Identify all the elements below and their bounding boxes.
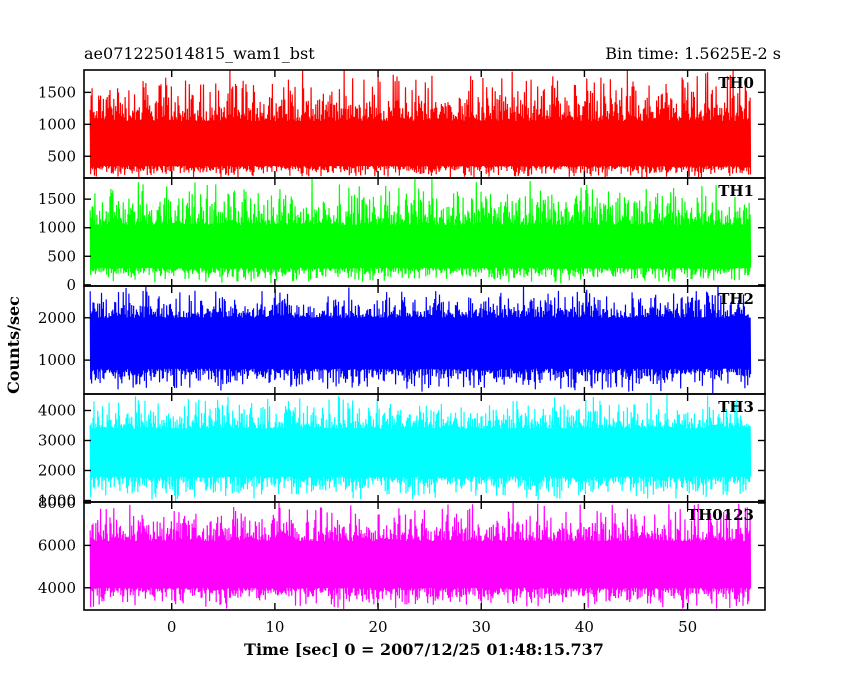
- x-tick-label: 20: [369, 618, 388, 636]
- panel-th3: 1000 2000 3000 4000 TH3: [38, 393, 766, 510]
- y-tick-label: 1500: [38, 190, 76, 208]
- x-tick-label: 0: [167, 618, 177, 636]
- panel-label-th0123: TH0123: [687, 506, 754, 524]
- chart-title-right: Bin time: 1.5625E-2 s: [605, 44, 781, 63]
- series-th0-band: [90, 121, 751, 166]
- panel-th1: 0 500 1000 1500 TH1: [38, 177, 766, 294]
- y-tick-label: 500: [47, 247, 76, 265]
- y-tick-label: 1000: [38, 219, 76, 237]
- y-tick-label: 6000: [38, 536, 76, 554]
- y-tick-label: 0: [66, 276, 76, 294]
- y-tick-label: 1000: [38, 115, 76, 133]
- y-tick-label: 1000: [38, 492, 76, 510]
- y-tick-label: 8000: [38, 494, 76, 512]
- y-tick-label: 1500: [38, 83, 76, 101]
- panel-th0: 500 1000 1500 TH0: [38, 69, 766, 179]
- x-tick-label: 30: [472, 618, 491, 636]
- series-th1-band: [90, 224, 751, 268]
- panel-th0123: 4000 6000 8000 TH0123: [38, 494, 766, 611]
- panel-label-th1: TH1: [718, 182, 754, 200]
- y-tick-label: 2000: [38, 462, 76, 480]
- x-axis-title: Time [sec] 0 = 2007/12/25 01:48:15.737: [244, 640, 604, 659]
- x-tick-label: 10: [265, 618, 284, 636]
- panel-label-th2: TH2: [718, 290, 754, 308]
- panel-th2: 1000 2000 TH2: [38, 285, 766, 395]
- series-th0123-band: [90, 541, 751, 588]
- y-tick-label: 4000: [38, 402, 76, 420]
- x-tick-label: 40: [575, 618, 594, 636]
- chart-title-left: ae071225014815_wam1_bst: [84, 44, 315, 63]
- panel-label-th0: TH0: [718, 74, 754, 92]
- x-tick-label: 50: [678, 618, 697, 636]
- series-th3-band: [90, 428, 751, 477]
- panel-label-th3: TH3: [718, 398, 754, 416]
- y-tick-label: 500: [47, 147, 76, 165]
- y-tick-label: 3000: [38, 432, 76, 450]
- y-tick-label: 4000: [38, 579, 76, 597]
- series-th2-band: [90, 317, 751, 369]
- y-tick-label: 1000: [38, 351, 76, 369]
- y-tick-label: 2000: [38, 309, 76, 327]
- y-axis-title: Counts/sec: [4, 296, 23, 394]
- panel-frame: [83, 501, 766, 611]
